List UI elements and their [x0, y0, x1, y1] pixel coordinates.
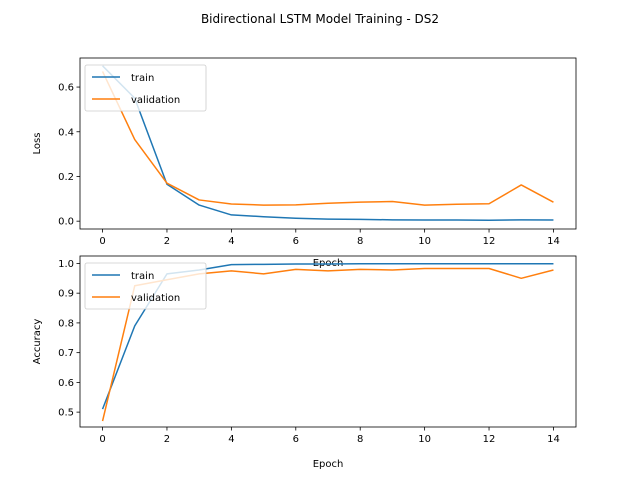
legend: train validation: [84, 262, 207, 310]
y-axis-label: Loss: [32, 133, 43, 155]
x-tick-label: 10: [418, 434, 431, 445]
accuracy-subplot: 0 2 4 6 8 10 12 14 0.5 0.6 0.7 0.8 0.9 1.0 Epoch Accura…: [32, 255, 577, 470]
y-tick-label: 0.8: [58, 318, 74, 329]
x-tick-label: 14: [547, 434, 560, 445]
y-axis-label: Accuracy: [32, 319, 43, 365]
y-tick-label: 0.5: [58, 408, 74, 419]
figure-title: Bidirectional LSTM Model Training - DS2: [201, 12, 439, 26]
series-line-validation: [101, 71, 554, 206]
x-tick-label: 2: [164, 434, 170, 445]
legend-label-validation: validation: [131, 293, 180, 304]
y-tick-label: 0.4: [58, 127, 74, 138]
x-tick-label: 8: [357, 434, 363, 445]
x-tick-label: 6: [293, 434, 299, 445]
x-tick-label: 4: [228, 434, 234, 445]
legend: train validation: [84, 64, 207, 112]
x-tick-label: 0: [99, 236, 105, 247]
y-tick-label: 0.6: [58, 83, 74, 94]
axes-frame: [79, 57, 577, 230]
x-tick-label: 10: [418, 236, 431, 247]
x-tick-label: 4: [228, 236, 234, 247]
x-tick-label: 12: [483, 236, 496, 247]
legend-label-validation: validation: [131, 95, 180, 106]
legend-label-train: train: [131, 73, 154, 84]
axes-frame: [79, 255, 577, 428]
x-tick-label: 6: [293, 236, 299, 247]
x-axis-label: Epoch: [313, 459, 344, 470]
y-tick-label: 0.6: [58, 378, 74, 389]
x-tick-label: 8: [357, 236, 363, 247]
x-tick-label: 2: [164, 236, 170, 247]
loss-subplot: 0 2 4 6 8 10 12 140.00.20.40.6EpochLosstrainval…: [32, 57, 577, 269]
legend-label-train: train: [131, 271, 154, 282]
x-tick-label: 0: [99, 434, 105, 445]
y-tick-label: 0.0: [58, 217, 74, 228]
y-tick-label: 0.2: [58, 172, 74, 183]
series-line-train: [102, 65, 554, 222]
y-tick-label: 1.0: [58, 259, 74, 270]
y-tick-label: 0.9: [58, 289, 74, 300]
y-tick-label: 0.7: [58, 348, 74, 359]
x-tick-label: 12: [483, 434, 496, 445]
x-tick-label: 14: [547, 236, 560, 247]
